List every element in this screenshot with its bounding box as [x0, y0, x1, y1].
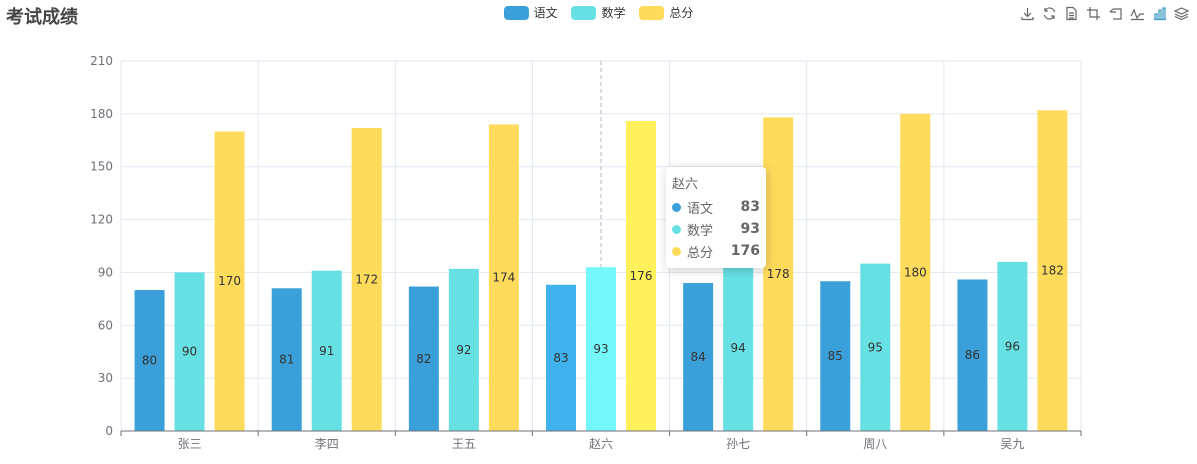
bar-value-label: 86 [965, 348, 980, 362]
chart-title: 考试成绩 [6, 7, 78, 28]
bar-value-label: 95 [868, 340, 883, 354]
tooltip-marker [672, 246, 681, 256]
bar-value-label: 172 [355, 272, 378, 286]
y-tick-label: 120 [90, 213, 113, 227]
tooltip-title: 赵六 [672, 177, 699, 192]
bar [860, 263, 891, 431]
x-tick-label: 王五 [452, 437, 476, 451]
zoom-icon[interactable] [1086, 6, 1101, 21]
legend-swatch [639, 5, 665, 20]
tooltip-value: 176 [730, 243, 760, 259]
bar-value-label: 80 [142, 354, 157, 368]
x-tick-label: 孙七 [726, 437, 750, 451]
bar-value-label: 83 [553, 351, 568, 365]
x-tick-label: 赵六 [589, 437, 613, 451]
bar-value-label: 182 [1041, 264, 1064, 278]
legend-swatch [571, 5, 597, 20]
bar [408, 286, 439, 431]
tooltip-value: 83 [740, 199, 760, 215]
tooltip-value: 93 [740, 221, 760, 237]
legend-label: 语文 [533, 6, 558, 20]
bar-value-label: 180 [904, 265, 927, 279]
bar-value-label: 85 [828, 349, 843, 363]
bar [1037, 110, 1068, 431]
bar-value-label: 178 [767, 267, 790, 281]
bar-value-label: 82 [416, 352, 431, 366]
bar-value-label: 174 [492, 271, 515, 285]
bar [997, 261, 1028, 431]
y-tick-label: 180 [90, 107, 113, 121]
tooltip: 赵六 语文 83 数学 93 总分 176 [666, 167, 766, 268]
legend-label: 数学 [601, 6, 626, 20]
tooltip-marker [672, 202, 681, 212]
bar [723, 265, 754, 431]
tooltip-series-name: 总分 [687, 245, 714, 261]
legend-item-chinese[interactable]: 语文 [503, 4, 558, 21]
y-tick-label: 150 [90, 160, 113, 174]
legend-item-total[interactable]: 总分 [639, 4, 693, 21]
bar-value-label: 81 [279, 353, 294, 367]
tooltip-series-name: 数学 [687, 223, 714, 239]
bar-value-label: 170 [218, 274, 241, 288]
bar [900, 113, 931, 431]
tooltip-row: 语文 83 [672, 196, 760, 218]
bar-value-label: 90 [182, 345, 197, 359]
toolbox [1020, 6, 1189, 21]
bar [546, 284, 576, 431]
bar-value-label: 92 [456, 343, 471, 357]
line-chart-icon[interactable] [1130, 6, 1145, 21]
x-tick-label: 吴九 [1000, 437, 1024, 451]
bar-value-label: 91 [319, 344, 334, 358]
bar [488, 124, 519, 431]
zoom-reset-icon[interactable] [1108, 6, 1123, 21]
bar [763, 117, 794, 431]
bar-chart-icon[interactable] [1152, 6, 1167, 21]
data-view-icon[interactable] [1064, 6, 1079, 21]
refresh-icon[interactable] [1042, 6, 1057, 21]
tooltip-marker [672, 224, 681, 234]
x-tick-label: 周八 [863, 437, 887, 451]
bar [174, 272, 205, 431]
bar [134, 290, 165, 431]
y-tick-label: 30 [98, 371, 113, 385]
bar-value-label: 176 [630, 269, 653, 283]
tooltip-row: 总分 176 [672, 240, 760, 262]
legend-label: 总分 [669, 6, 694, 20]
bar [626, 120, 656, 432]
bar-value-label: 93 [593, 342, 608, 356]
bar-value-label: 96 [1005, 339, 1020, 353]
x-tick-label: 张三 [178, 437, 202, 451]
bar [311, 270, 342, 431]
stack-icon[interactable] [1174, 6, 1189, 21]
y-tick-label: 0 [105, 424, 113, 438]
bar [214, 131, 245, 431]
bar [683, 283, 714, 431]
bar [271, 288, 302, 431]
legend-item-math[interactable]: 数学 [571, 4, 626, 21]
bar [820, 281, 851, 431]
tooltip-series-name: 语文 [687, 201, 714, 217]
y-tick-label: 60 [98, 318, 113, 332]
x-tick-label: 李四 [315, 436, 339, 451]
legend-swatch [503, 5, 529, 20]
download-icon[interactable] [1020, 6, 1035, 21]
tooltip-row: 数学 93 [672, 218, 760, 240]
bar-value-label: 94 [731, 341, 746, 355]
legend: 语文 数学 总分 [0, 4, 1197, 23]
bar [957, 279, 988, 431]
bar [351, 127, 382, 431]
bar [448, 268, 479, 431]
y-tick-label: 90 [98, 265, 113, 279]
y-tick-label: 210 [90, 54, 113, 68]
bar [586, 267, 616, 431]
bar-value-label: 84 [691, 350, 706, 364]
